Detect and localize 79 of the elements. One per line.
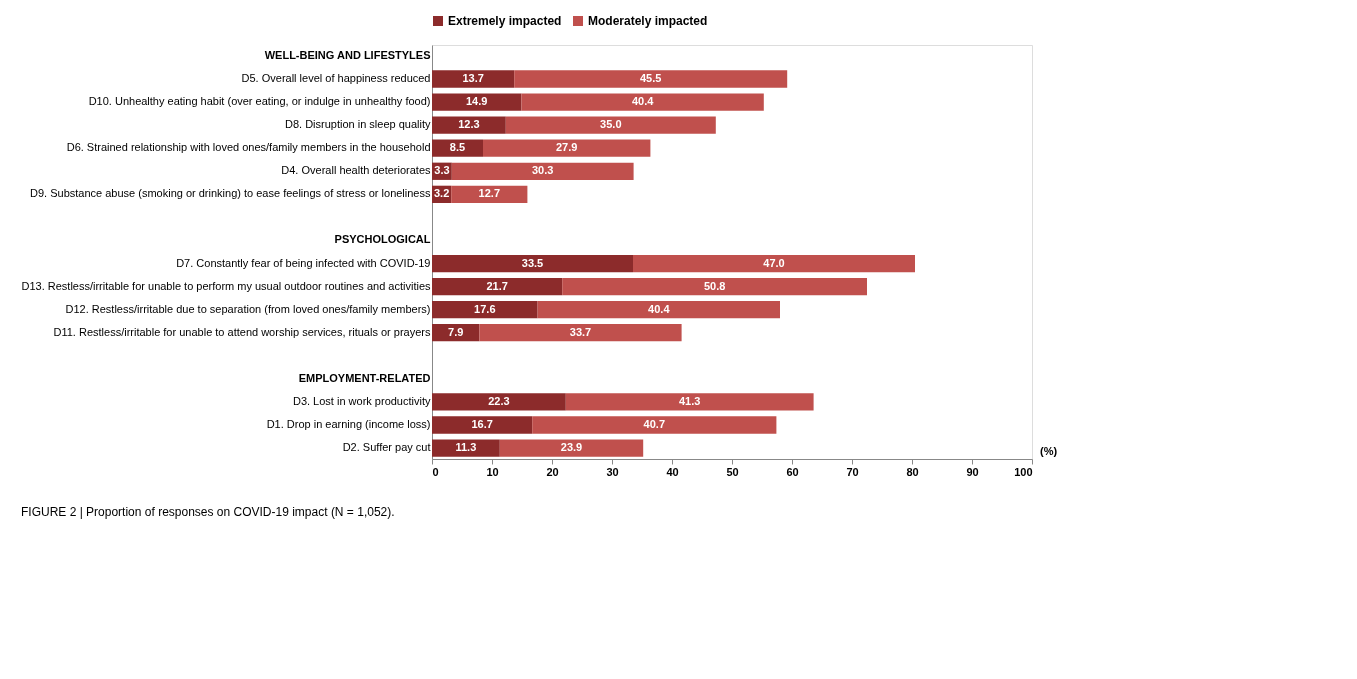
- data-label: 27.9: [555, 141, 578, 154]
- data-label: 22.3: [488, 394, 510, 407]
- y-tick-label: D3. Lost in work productivity: [292, 394, 431, 407]
- y-tick-label: D5. Overall level of happiness reduced: [241, 72, 431, 85]
- data-label: 40.7: [643, 417, 666, 430]
- x-tick-label: 100: [1014, 465, 1033, 478]
- bar: [505, 116, 716, 134]
- data-label: 35.0: [600, 118, 622, 131]
- x-tick-label: 90: [966, 465, 979, 478]
- data-label: 7.9: [448, 325, 464, 338]
- y-tick-label: D9. Substance abuse (smoking or drinking) to ease feelings of stress or loneliness: [30, 187, 431, 200]
- y-tick-label: D4. Overall health deteriorates: [281, 164, 431, 177]
- bar: [633, 254, 915, 273]
- bar: [562, 277, 867, 296]
- bar: [432, 116, 506, 134]
- data-label: 47.0: [763, 256, 785, 269]
- data-label: 50.8: [703, 279, 726, 292]
- data-label: 12.3: [458, 118, 480, 131]
- bar: [483, 139, 651, 157]
- bar: [565, 393, 814, 411]
- x-tick-label: 80: [906, 465, 919, 478]
- data-label: 16.7: [471, 417, 493, 430]
- x-tick-label: 10: [486, 465, 499, 478]
- data-label: 33.5: [521, 256, 544, 269]
- x-tick-label: 0: [432, 465, 439, 478]
- y-tick-label: EMPLOYMENT-RELATED: [298, 371, 431, 384]
- data-label: 21.7: [486, 279, 508, 292]
- x-tick-label: 40: [666, 465, 679, 478]
- data-label: 33.7: [569, 325, 592, 338]
- legend-label: Extremely impacted: [448, 14, 562, 28]
- bar: [451, 185, 528, 203]
- data-label: 3.2: [433, 187, 450, 200]
- bar: [532, 416, 777, 434]
- x-tick-label: 50: [726, 465, 739, 478]
- bar: [479, 324, 682, 342]
- bar: [432, 254, 633, 273]
- y-tick-label: PSYCHOLOGICAL: [334, 233, 431, 246]
- x-tick-label: 20: [546, 465, 559, 478]
- data-label: 12.7: [478, 187, 501, 200]
- data-label: 23.9: [560, 441, 583, 454]
- bar: [432, 393, 566, 411]
- data-label: 8.5: [449, 141, 466, 154]
- caption: FIGURE 2 | Proportion of responses on COVID-19 impact (N = 1,052).: [20, 505, 395, 519]
- x-tick-label: 60: [786, 465, 799, 478]
- y-tick-label: D10. Unhealthy eating habit (over eating, or indulge in unhealthy food): [88, 95, 431, 108]
- y-tick-label: D12. Restless/irritable due to separation (from loved ones/family members): [65, 302, 431, 315]
- bar: [521, 93, 764, 111]
- data-label: 30.3: [531, 164, 554, 177]
- x-axis-title: (%): [1040, 445, 1058, 457]
- data-label: 40.4: [631, 95, 655, 108]
- bar: [432, 301, 538, 319]
- data-label: 41.3: [678, 394, 701, 407]
- y-tick-label: D8. Disruption in sleep quality: [284, 118, 431, 131]
- data-label: 11.3: [455, 441, 477, 454]
- data-label: 13.7: [462, 72, 484, 85]
- y-tick-label: D11. Restless/irritable for unable to attend worship services, rituals or prayers: [53, 325, 431, 338]
- data-label: 45.5: [639, 72, 662, 85]
- bar: [432, 93, 522, 111]
- legend-label: Moderately impacted: [588, 14, 708, 28]
- data-label: 3.3: [434, 164, 450, 177]
- y-tick-label: D1. Drop in earning (income loss): [266, 417, 431, 430]
- x-tick-label: 70: [846, 465, 859, 478]
- y-tick-label: D13. Restless/irritable for unable to perform my usual outdoor routines and activities: [21, 279, 431, 292]
- bar: [432, 70, 515, 88]
- bar: [432, 439, 500, 457]
- x-tick-label: 30: [606, 465, 619, 478]
- bar: [451, 162, 634, 180]
- y-tick-label: D7. Constantly fear of being infected with COVID-19: [176, 256, 431, 269]
- bar: [499, 439, 644, 457]
- bar: [537, 301, 780, 319]
- y-tick-label: D6. Strained relationship with loved ones/family members in the household: [66, 141, 431, 154]
- data-label: 17.6: [474, 302, 496, 315]
- data-label: 40.4: [648, 302, 671, 315]
- data-label: 14.9: [465, 95, 488, 108]
- bar: [432, 277, 563, 296]
- y-tick-label: D2. Suffer pay cut: [342, 441, 431, 454]
- bar: [432, 416, 533, 434]
- y-tick-label: WELL-BEING AND LIFESTYLES: [264, 48, 431, 61]
- bar: [514, 70, 788, 88]
